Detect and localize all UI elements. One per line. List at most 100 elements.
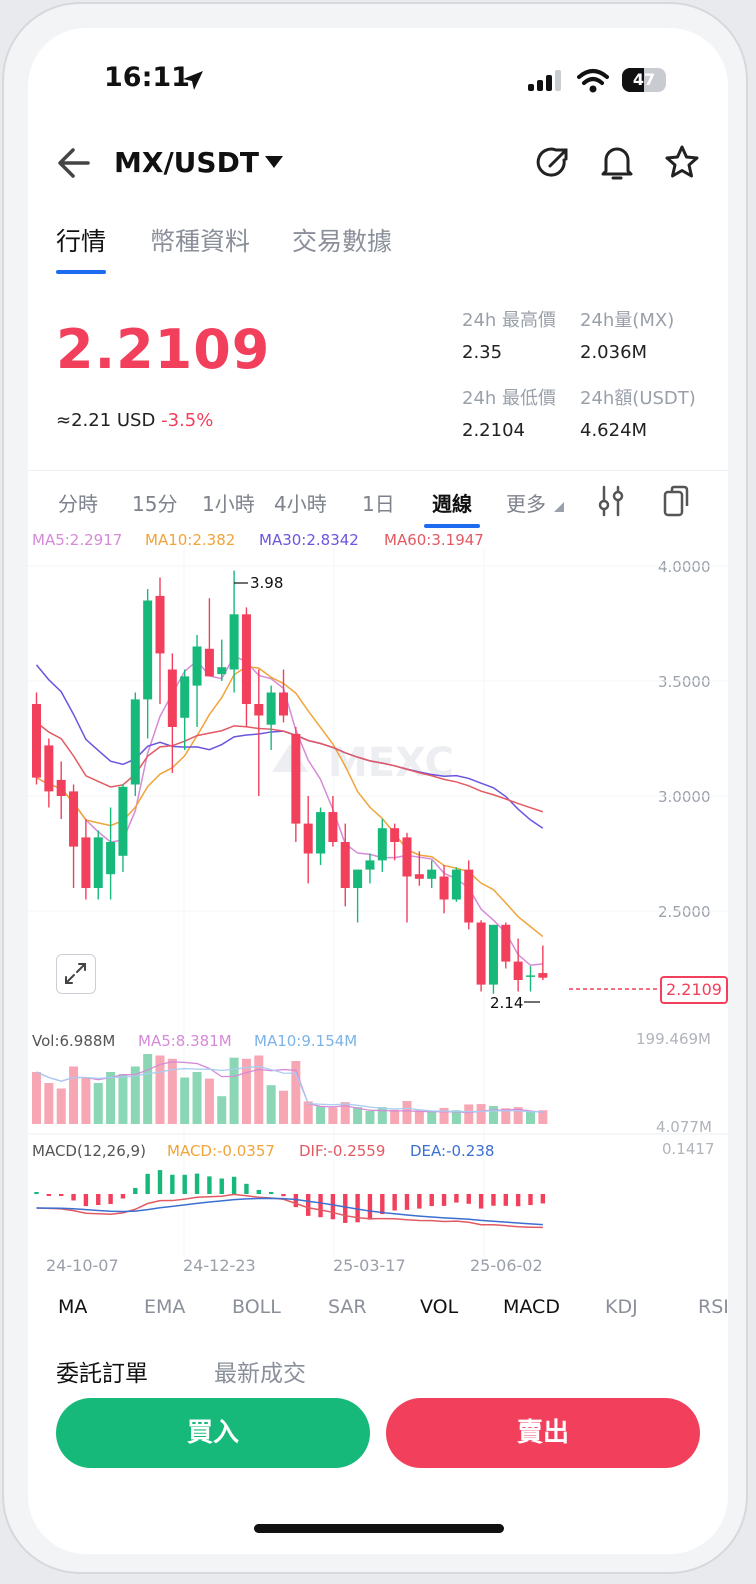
tab-market[interactable]: 行情 xyxy=(56,227,107,256)
back-arrow-icon[interactable] xyxy=(56,146,92,180)
ma10-legend: MA10:2.382 xyxy=(145,531,236,549)
high-annotation: 3.98 xyxy=(250,574,284,592)
home-indicator[interactable] xyxy=(254,1524,504,1533)
macd-axis-top: 0.1417 xyxy=(662,1140,715,1158)
macd-bar xyxy=(528,1194,533,1206)
macd-name: MACD(12,26,9) xyxy=(32,1142,146,1160)
macd-bar xyxy=(441,1194,447,1206)
volume-bar xyxy=(130,1066,140,1124)
candle-body xyxy=(303,823,313,854)
last-price: 2.2109 xyxy=(56,318,271,381)
volume-bar xyxy=(377,1107,387,1124)
buy-button[interactable]: 買入 xyxy=(56,1398,370,1468)
candle-body xyxy=(488,924,498,985)
candle-body xyxy=(192,646,202,686)
volume-bar xyxy=(241,1058,251,1124)
macd-bar xyxy=(194,1173,200,1194)
tab-open-orders[interactable]: 委託訂單 xyxy=(56,1361,148,1387)
volume-bar xyxy=(328,1107,338,1124)
dif-value: DIF:-0.2559 xyxy=(299,1142,386,1160)
candle-body xyxy=(56,779,66,796)
candle-body xyxy=(241,614,251,704)
macd-bar xyxy=(343,1194,348,1223)
indicator-ma[interactable]: MA xyxy=(58,1296,88,1318)
low-value: 2.2104 xyxy=(462,420,525,441)
more-triangle-icon xyxy=(554,502,564,512)
interval-more[interactable]: 更多 xyxy=(506,492,546,516)
candle-body xyxy=(316,812,326,854)
indicator-ema[interactable]: EMA xyxy=(144,1296,186,1318)
vol-ma5-legend: MA5:8.381M xyxy=(138,1032,232,1050)
candle-body xyxy=(217,667,227,675)
interval-1d[interactable]: 1日 xyxy=(362,492,395,516)
indicator-macd[interactable]: MACD xyxy=(503,1296,560,1318)
candle-body xyxy=(93,837,103,888)
battery-level: 47 xyxy=(632,70,656,89)
pair-title[interactable]: MX/USDT xyxy=(114,146,259,179)
candle-body xyxy=(538,973,548,978)
macd-bar xyxy=(404,1194,410,1210)
volume-bar xyxy=(143,1054,153,1124)
candle-body xyxy=(254,704,264,716)
candle-body xyxy=(353,869,363,888)
sell-button[interactable]: 賣出 xyxy=(386,1398,700,1468)
candlestick-chart[interactable]: MEXC xyxy=(28,28,728,1268)
price-axis-label: 3.0000 xyxy=(658,788,711,806)
interval-15m[interactable]: 15分 xyxy=(132,492,178,516)
signal-icon xyxy=(528,70,561,91)
vol-ma10-legend: MA10:9.154M xyxy=(254,1032,358,1050)
macd-bar xyxy=(466,1194,471,1204)
indicator-sar[interactable]: SAR xyxy=(328,1296,367,1318)
chevron-down-icon[interactable] xyxy=(264,154,284,170)
volume-bar xyxy=(118,1074,128,1124)
macd-bar xyxy=(293,1194,299,1208)
volume-bar xyxy=(254,1055,264,1124)
dea-value: DEA:-0.238 xyxy=(410,1142,495,1160)
macd-bar xyxy=(231,1176,237,1194)
macd-bar xyxy=(157,1170,163,1194)
star-icon[interactable] xyxy=(664,144,700,180)
candle-body xyxy=(167,669,177,727)
copy-icon[interactable] xyxy=(662,484,692,518)
status-time: 16:11 xyxy=(104,62,190,93)
tab-trade-data[interactable]: 交易數據 xyxy=(292,227,393,256)
phone-frame: 16:11 47 MX/USDT 行情 幣種資料 交易數據 2.2109 ≈2.… xyxy=(2,2,748,1574)
candle-body xyxy=(32,704,41,778)
macd-bar xyxy=(478,1194,484,1209)
interval-4h[interactable]: 4小時 xyxy=(274,492,327,516)
dea-line xyxy=(36,1197,543,1226)
ma5-legend: MA5:2.2917 xyxy=(32,531,123,549)
current-price-tag: 2.2109 xyxy=(660,976,728,1004)
high-label: 24h 最高價 xyxy=(462,310,557,331)
bell-icon[interactable] xyxy=(600,144,634,182)
vol-legend: Vol:6.988M xyxy=(32,1032,116,1050)
indicator-kdj[interactable]: KDJ xyxy=(605,1296,638,1318)
interval-1h[interactable]: 1小時 xyxy=(202,492,255,516)
price-axis-label: 2.5000 xyxy=(658,903,711,921)
macd-bar xyxy=(540,1194,546,1204)
indicator-settings-icon[interactable] xyxy=(598,484,624,518)
share-icon[interactable] xyxy=(536,146,570,180)
volume-bar xyxy=(414,1110,424,1124)
tab-coin-info[interactable]: 幣種資料 xyxy=(150,227,251,256)
interval-1w[interactable]: 週線 xyxy=(432,492,472,516)
usd-approx: ≈2.21 USD xyxy=(56,410,156,431)
tab-latest-trades[interactable]: 最新成交 xyxy=(214,1361,306,1387)
candle-body xyxy=(81,837,91,888)
expand-chart-button[interactable] xyxy=(56,954,96,994)
divider xyxy=(28,470,728,471)
volume-bar xyxy=(513,1107,523,1124)
macd-bar xyxy=(503,1194,508,1206)
indicator-rsi[interactable]: RSI xyxy=(698,1296,728,1318)
candle-body xyxy=(229,614,239,670)
indicator-boll[interactable]: BOLL xyxy=(232,1296,281,1318)
indicator-vol[interactable]: VOL xyxy=(420,1296,459,1318)
macd-bar xyxy=(34,1192,39,1194)
volume-bar xyxy=(439,1107,449,1124)
tab-underline xyxy=(56,270,106,274)
candle-body xyxy=(180,676,190,718)
macd-bar xyxy=(330,1194,336,1220)
interval-time[interactable]: 分時 xyxy=(58,492,98,516)
usd-price: ≈2.21 USD -3.5% xyxy=(56,410,213,431)
macd-bar xyxy=(268,1192,274,1194)
